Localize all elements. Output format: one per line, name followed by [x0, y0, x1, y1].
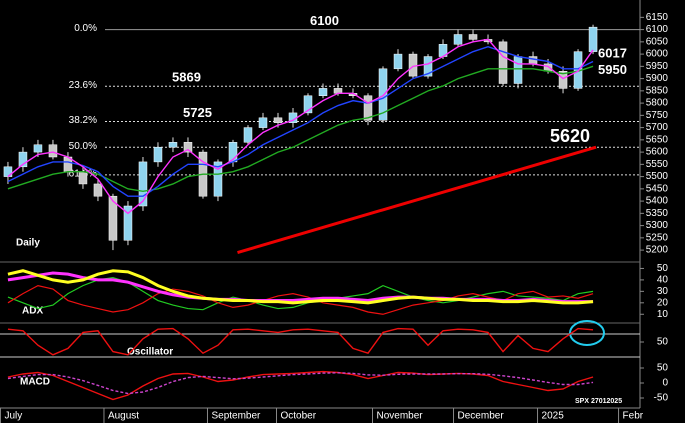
- y-tick-label: 20: [657, 297, 669, 308]
- candle-body: [123, 205, 133, 241]
- series-line: [7, 46, 594, 197]
- series-line: [7, 65, 594, 193]
- y-tick-label: 6000: [646, 49, 669, 60]
- series-line: [7, 327, 594, 356]
- candle-body: [333, 88, 343, 94]
- y-tick-label: 5750: [646, 110, 669, 121]
- y-tick-label: 5700: [646, 122, 669, 133]
- y-tick-label: 5550: [646, 159, 669, 170]
- y-tick-label: 5850: [646, 85, 669, 96]
- y-tick-label: 5300: [646, 220, 669, 231]
- y-tick-label: 5350: [646, 208, 669, 219]
- candle-body: [318, 88, 328, 97]
- candle-body: [408, 53, 418, 77]
- y-tick-label: 0: [662, 378, 668, 389]
- note: SPX 27012025: [575, 398, 622, 405]
- candle-body: [363, 95, 373, 121]
- candle-body: [423, 56, 433, 77]
- candle-body: [303, 95, 313, 114]
- x-tick-label: July: [4, 411, 22, 422]
- y-tick-label: 30: [657, 286, 669, 297]
- fib-price-label: 6100: [310, 13, 339, 28]
- highlight-circle: [569, 320, 605, 346]
- x-tick-label: Febr: [623, 411, 644, 422]
- y-tick-label: -50: [654, 393, 669, 404]
- y-tick-label: 50: [657, 263, 669, 274]
- candle-body: [18, 151, 28, 168]
- x-tick-label: August: [108, 411, 139, 422]
- panel-label: Daily: [16, 238, 40, 249]
- candle-body: [93, 183, 103, 197]
- candle-body: [243, 127, 253, 143]
- candle-body: [183, 142, 193, 153]
- y-tick-label: 5600: [646, 147, 669, 158]
- y-tick-label: 5800: [646, 98, 669, 109]
- fib-price-label: 5869: [172, 70, 201, 85]
- series-line: [7, 370, 594, 401]
- candle-body: [258, 117, 268, 128]
- y-tick-label: 5950: [646, 61, 669, 72]
- candle-body: [48, 144, 58, 158]
- fib-price-label: 5725: [183, 105, 212, 120]
- candle-body: [78, 171, 88, 185]
- value-label: 6017: [598, 45, 627, 60]
- candle-body: [153, 146, 163, 163]
- y-tick-label: 6150: [646, 12, 669, 23]
- candle-body: [468, 34, 478, 40]
- fib-label: 50.0%: [69, 141, 97, 152]
- fib-label: 23.6%: [69, 80, 97, 91]
- y-tick-label: 5450: [646, 183, 669, 194]
- fib-price-label: 5620: [550, 126, 590, 146]
- y-tick-label: 6100: [646, 24, 669, 35]
- y-tick-label: 5500: [646, 171, 669, 182]
- candle-body: [513, 56, 523, 84]
- y-tick-label: 5900: [646, 73, 669, 84]
- y-tick-label: 5650: [646, 134, 669, 145]
- candle-body: [33, 144, 43, 153]
- series-line: [7, 38, 594, 215]
- y-tick-label: 5250: [646, 232, 669, 243]
- candle-body: [108, 195, 118, 241]
- candle-body: [378, 68, 388, 121]
- x-tick-label: October: [280, 411, 316, 422]
- candle-body: [558, 71, 568, 89]
- y-tick-label: 6050: [646, 36, 669, 47]
- candle-body: [453, 34, 463, 45]
- candle-body: [213, 161, 223, 197]
- panel-label: MACD: [20, 377, 50, 388]
- x-tick-label: December: [458, 411, 505, 422]
- candle-body: [588, 26, 598, 52]
- y-tick-label: 40: [657, 275, 669, 286]
- x-tick-label: November: [377, 411, 424, 422]
- y-tick-label: 10: [657, 309, 669, 320]
- panel-label: ADX: [22, 306, 43, 317]
- candle-body: [498, 41, 508, 84]
- value-label: 5950: [598, 62, 627, 77]
- candle-body: [138, 161, 148, 207]
- panel-label: Oscillator: [127, 347, 173, 358]
- fib-label: 38.2%: [69, 115, 97, 126]
- x-tick-label: 2025: [542, 411, 565, 422]
- x-tick-label: September: [211, 411, 261, 422]
- candle-body: [528, 56, 538, 65]
- y-tick-label: 50: [657, 337, 669, 348]
- fib-label: 0.0%: [74, 23, 97, 34]
- y-tick-label: 50: [657, 363, 669, 374]
- candle-body: [168, 142, 178, 148]
- candle-body: [393, 53, 403, 70]
- y-tick-label: 5200: [646, 245, 669, 256]
- trendline: [237, 145, 597, 254]
- y-tick-label: 5400: [646, 196, 669, 207]
- series-line: [7, 269, 594, 305]
- candle-body: [273, 117, 283, 123]
